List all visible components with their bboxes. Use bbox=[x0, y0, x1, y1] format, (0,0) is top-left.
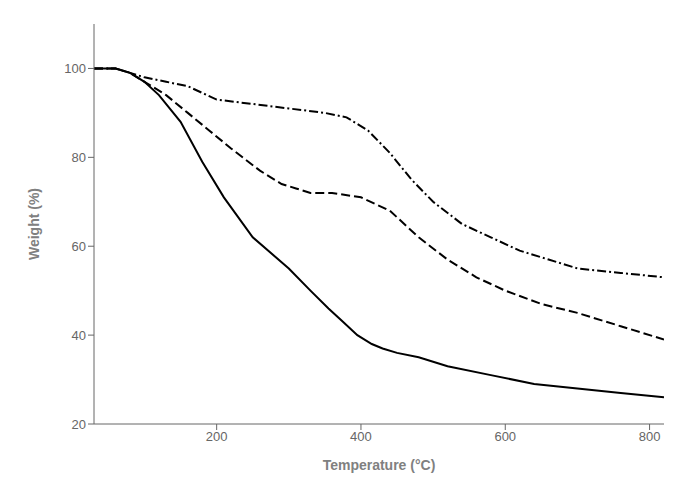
svg-text:200: 200 bbox=[206, 429, 228, 444]
svg-text:400: 400 bbox=[350, 429, 372, 444]
svg-text:Weight (%): Weight (%) bbox=[26, 188, 42, 260]
svg-text:800: 800 bbox=[639, 429, 661, 444]
svg-text:60: 60 bbox=[72, 239, 86, 254]
svg-text:80: 80 bbox=[72, 150, 86, 165]
svg-text:20: 20 bbox=[72, 417, 86, 432]
svg-text:Temperature (°C): Temperature (°C) bbox=[323, 457, 436, 473]
svg-text:600: 600 bbox=[494, 429, 516, 444]
svg-text:40: 40 bbox=[72, 328, 86, 343]
svg-text:100: 100 bbox=[64, 61, 86, 76]
